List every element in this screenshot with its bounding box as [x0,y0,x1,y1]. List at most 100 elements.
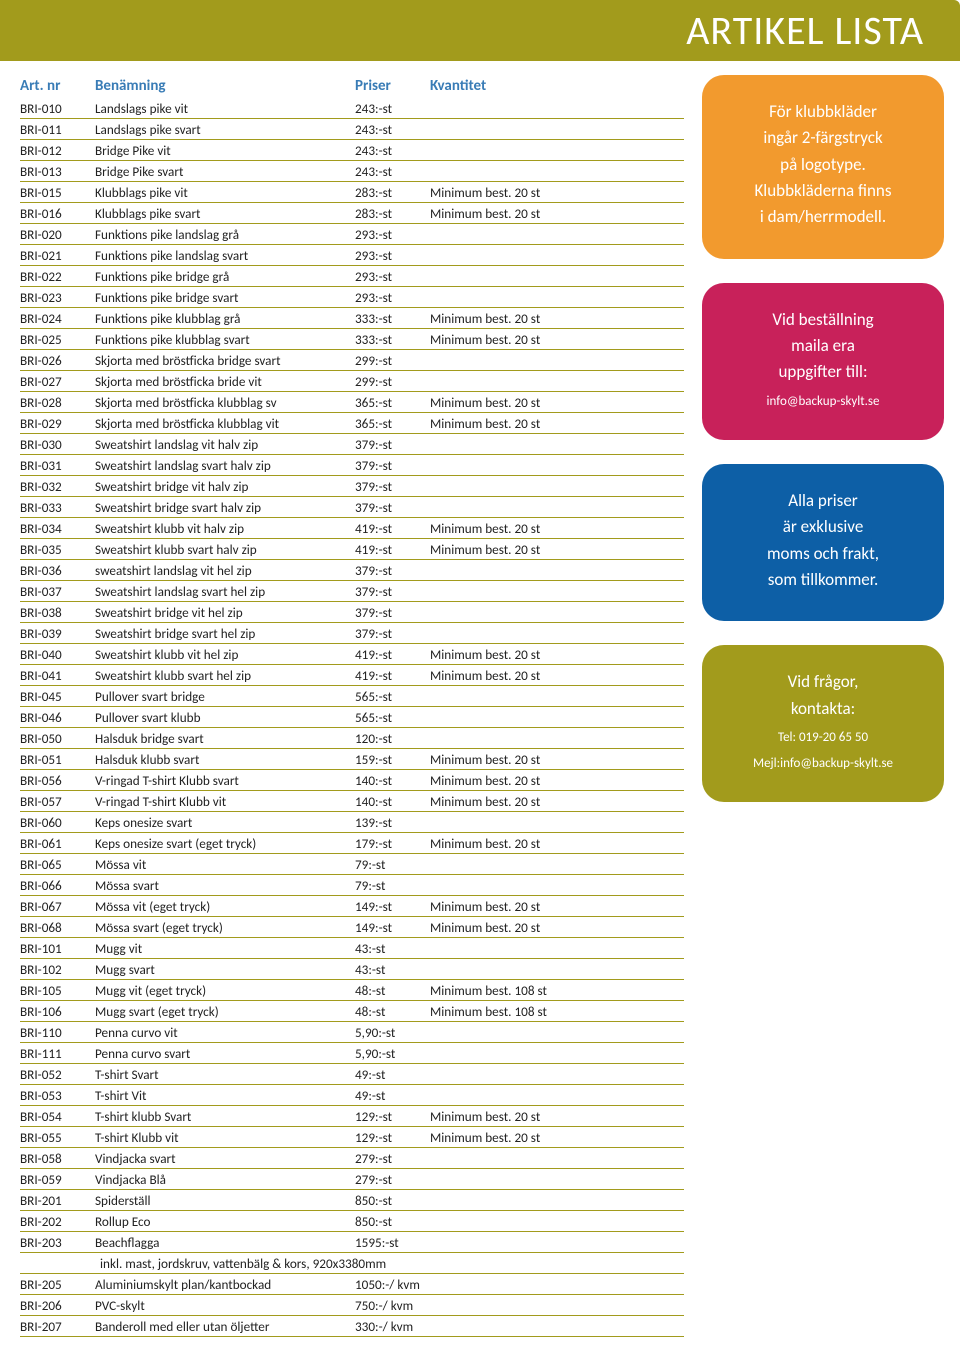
table-row: BRI-203Beachflagga1595:-st [20,1232,684,1253]
table-row: BRI-055T-shirt Klubb vit129:-stMinimum b… [20,1127,684,1148]
table-row: BRI-058Vindjacka svart279:-st [20,1148,684,1169]
table-cell-art: BRI-203 [20,1232,95,1253]
table-cell-ben: Skjorta med bröstficka bride vit [95,371,355,392]
table-cell-ben: Keps onesize svart (eget tryck) [95,833,355,854]
table-cell-pri: 850:-st [355,1190,430,1211]
table-cell-kva: Minimum best. 20 st [430,182,684,203]
table-row: BRI-012Bridge Pike vit243:-st [20,140,684,161]
table-cell-kva [430,1295,684,1316]
table-row: BRI-022Funktions pike bridge grå293:-st [20,266,684,287]
table-cell-ben: Rollup Eco [95,1211,355,1232]
table-cell-ben: Mössa vit (eget tryck) [95,896,355,917]
table-cell-art: BRI-046 [20,707,95,728]
table-cell-kva [430,224,684,245]
table-cell-ben: Landslags pike svart [95,119,355,140]
table-cell-pri: 49:-st [355,1064,430,1085]
table-cell-kva: Minimum best. 20 st [430,791,684,812]
table-cell-kva [430,602,684,623]
table-cell-art: BRI-201 [20,1190,95,1211]
table-row: BRI-052T-shirt Svart49:-st [20,1064,684,1085]
table-cell-art: BRI-038 [20,602,95,623]
table-cell-ben: Vindjacka Blå [95,1169,355,1190]
table-cell-pri: 379:-st [355,497,430,518]
table-cell-art: BRI-106 [20,1001,95,1022]
table-row: BRI-010Landslags pike vit243:-st [20,98,684,119]
table-row: BRI-034Sweatshirt klubb vit halv zip419:… [20,518,684,539]
table-cell-ben: Sweatshirt bridge svart hel zip [95,623,355,644]
table-row: BRI-110Penna curvo vit5,90:-st [20,1022,684,1043]
sidebar: För klubbkläder ingår 2-färgstryck på lo… [702,75,944,1337]
table-cell-art: BRI-031 [20,455,95,476]
table-row: BRI-037Sweatshirt landslag svart hel zip… [20,581,684,602]
table-cell-ben: Mugg svart [95,959,355,980]
table-row: BRI-065Mössa vit79:-st [20,854,684,875]
table-cell-pri: 139:-st [355,812,430,833]
table-cell-kva: Minimum best. 20 st [430,203,684,224]
table-row: BRI-021Funktions pike landslag svart293:… [20,245,684,266]
table-row: BRI-101Mugg vit43:-st [20,938,684,959]
table-cell-art: BRI-102 [20,959,95,980]
table-cell-art: BRI-011 [20,119,95,140]
table-cell-art: BRI-027 [20,371,95,392]
table-cell-kva [430,1043,684,1064]
table-cell-pri: 5,90:-st [355,1022,430,1043]
table-row: BRI-061Keps onesize svart (eget tryck)17… [20,833,684,854]
table-row: BRI-111Penna curvo svart5,90:-st [20,1043,684,1064]
table-cell-pri: 48:-st [355,1001,430,1022]
table-cell-ben: sweatshirt landslag vit hel zip [95,560,355,581]
article-table: Art. nr Benämning Priser Kvantitet BRI-0… [20,75,684,1337]
table-cell-kva: Minimum best. 20 st [430,833,684,854]
table-cell-ben: T-shirt klubb Svart [95,1106,355,1127]
bubble-mail: Mejl:info@backup-skylt.se [720,754,926,774]
table-cell-pri: 419:-st [355,539,430,560]
table-cell-ben: PVC-skylt [95,1295,355,1316]
table-cell-pri: 243:-st [355,161,430,182]
table-cell-ben: Mössa vit [95,854,355,875]
table-cell-ben: Mössa svart (eget tryck) [95,917,355,938]
table-cell-ben: Sweatshirt bridge vit hel zip [95,602,355,623]
table-row: BRI-013Bridge Pike svart243:-st [20,161,684,182]
table-cell-art: BRI-015 [20,182,95,203]
table-cell-kva [430,287,684,308]
table-cell-art: BRI-061 [20,833,95,854]
table-cell-kva [430,812,684,833]
table-cell-pri: 279:-st [355,1169,430,1190]
table-cell-pri: 750:-/ kvm [355,1295,430,1316]
table-cell-pri: 283:-st [355,182,430,203]
table-cell-art: BRI-025 [20,329,95,350]
table-cell-kva [430,707,684,728]
table-cell-pri: 79:-st [355,854,430,875]
bubble-line: Vid frågor, [720,669,926,695]
table-cell-ben: Sweatshirt klubb vit halv zip [95,518,355,539]
table-cell-ben: Spiderställ [95,1190,355,1211]
table-row: BRI-036sweatshirt landslag vit hel zip37… [20,560,684,581]
bubble-line: som tillkommer. [720,567,926,593]
table-cell-kva: Minimum best. 20 st [430,644,684,665]
table-cell-pri: 379:-st [355,560,430,581]
table-cell-art: BRI-036 [20,560,95,581]
table-cell-pri: 293:-st [355,245,430,266]
table-cell-pri: 299:-st [355,371,430,392]
table-cell-ben: Penna curvo svart [95,1043,355,1064]
table-cell-art: BRI-041 [20,665,95,686]
table-cell-pri: 129:-st [355,1106,430,1127]
table-cell-art: BRI-034 [20,518,95,539]
bubble-line: på logotype. [720,152,926,178]
table-cell-ben: Sweatshirt klubb vit hel zip [95,644,355,665]
table-cell-ben: Pullover svart bridge [95,686,355,707]
table-cell-ben: Beachflagga [95,1232,355,1253]
table-cell-kva [430,161,684,182]
table-cell-kva [430,728,684,749]
table-cell-kva [430,371,684,392]
table-cell-pri: 243:-st [355,98,430,119]
table-cell-pri: 333:-st [355,308,430,329]
table-cell-ben: Sweatshirt landslag svart hel zip [95,581,355,602]
table-cell-ben: Sweatshirt landslag svart halv zip [95,455,355,476]
table-row: BRI-040Sweatshirt klubb vit hel zip419:-… [20,644,684,665]
table-cell-kva: Minimum best. 20 st [430,392,684,413]
table-cell-kva [430,1211,684,1232]
table-cell-pri: 5,90:-st [355,1043,430,1064]
bubble-line: moms och frakt, [720,541,926,567]
table-cell-art: BRI-057 [20,791,95,812]
table-cell-ben: Sweatshirt klubb svart hel zip [95,665,355,686]
